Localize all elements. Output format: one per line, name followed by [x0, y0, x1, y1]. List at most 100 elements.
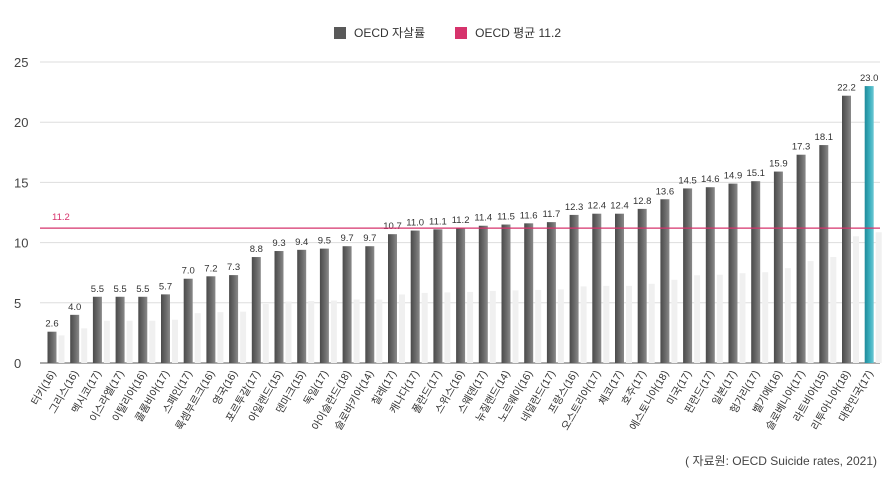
bar-shadow — [262, 304, 269, 363]
legend: OECD 자살률 OECD 평균 11.2 — [0, 24, 895, 41]
data-label: 15.1 — [746, 168, 765, 179]
legend-item-average: OECD 평균 11.2 — [455, 24, 561, 41]
data-label: 5.5 — [91, 284, 104, 295]
data-label: 14.5 — [678, 175, 697, 186]
bar-shadow — [285, 301, 292, 363]
y-tick-label: 25 — [14, 55, 28, 70]
bar — [456, 228, 466, 363]
bar — [569, 214, 579, 363]
bar-shadow — [467, 291, 474, 363]
bar — [251, 257, 261, 363]
data-label: 9.7 — [363, 233, 376, 244]
data-label: 12.3 — [565, 202, 584, 213]
bar — [683, 188, 693, 363]
bar — [319, 248, 329, 363]
bar-shadow — [330, 300, 337, 363]
bar-highlight — [864, 86, 874, 363]
data-label: 11.1 — [429, 216, 447, 227]
bar-shadow — [149, 320, 156, 363]
bar — [637, 208, 647, 363]
legend-label-series: OECD 자살률 — [353, 26, 426, 40]
bar — [410, 230, 420, 363]
data-label: 10.7 — [383, 221, 402, 232]
bar — [274, 251, 284, 363]
bar — [615, 213, 624, 363]
bar-shadow — [172, 319, 178, 363]
bar-shadow — [217, 312, 224, 363]
data-label: 15.9 — [769, 159, 788, 170]
bar-shadow — [512, 290, 519, 363]
data-label: 11.2 — [452, 215, 470, 226]
data-label: 7.2 — [204, 263, 217, 274]
data-label: 11.4 — [474, 213, 492, 224]
bar — [773, 171, 783, 363]
bar — [115, 296, 125, 363]
bar — [728, 183, 738, 363]
bar — [161, 294, 170, 363]
data-label: 14.6 — [701, 174, 720, 185]
bar — [342, 246, 352, 363]
data-label: 2.6 — [45, 319, 58, 330]
bar — [796, 154, 806, 363]
bar — [478, 225, 488, 363]
bar-shadow — [376, 299, 383, 363]
data-label: 14.9 — [724, 171, 743, 182]
bar — [660, 199, 670, 363]
legend-label-average: OECD 평균 11.2 — [475, 26, 561, 40]
average-label: 11.2 — [52, 212, 70, 223]
y-tick-label: 10 — [14, 236, 28, 251]
bar-shadow — [648, 283, 655, 363]
bar-shadow — [762, 272, 769, 363]
bar-shadow — [626, 285, 632, 363]
bar — [842, 95, 851, 363]
bar — [524, 223, 534, 363]
bar — [70, 314, 80, 363]
bar-shadow — [399, 294, 405, 363]
bar-shadow — [194, 313, 201, 363]
bar-shadow — [671, 279, 678, 363]
data-label: 11.5 — [497, 212, 515, 223]
data-label: 22.2 — [837, 83, 856, 94]
bar-shadow — [103, 320, 110, 363]
legend-swatch-average — [455, 26, 468, 39]
bar-shadow — [784, 268, 791, 363]
data-label: 9.7 — [340, 233, 353, 244]
bar — [183, 278, 193, 363]
bar-shadow — [126, 320, 133, 363]
bar — [819, 145, 829, 363]
data-label: 12.4 — [610, 201, 629, 212]
source-note: ( 자료원: OECD Suicide rates, 2021) — [685, 454, 877, 468]
bar — [297, 249, 307, 363]
bar — [433, 229, 443, 363]
bar — [501, 224, 511, 363]
data-label: 11.0 — [406, 218, 424, 229]
data-label: 11.7 — [543, 209, 561, 220]
data-label: 7.3 — [227, 262, 240, 273]
bar-shadow — [716, 274, 723, 363]
bar-shadow — [444, 292, 451, 363]
bar-shadow — [353, 299, 360, 363]
bar-shadow — [557, 289, 564, 363]
bar-shadow — [308, 301, 315, 363]
bar — [751, 181, 761, 363]
bar-shadow — [421, 292, 428, 363]
bar — [546, 222, 556, 363]
data-label: 9.5 — [318, 236, 331, 247]
data-label: 5.5 — [136, 284, 149, 295]
data-label: 12.8 — [633, 196, 652, 207]
bar — [138, 296, 148, 363]
data-label: 4.0 — [68, 302, 81, 313]
bar-shadow — [58, 335, 65, 363]
bar-shadow — [580, 286, 587, 363]
bar-shadow — [81, 328, 88, 363]
bar — [388, 234, 397, 363]
bar — [229, 275, 239, 363]
bar — [592, 213, 602, 363]
bar — [206, 276, 216, 363]
bar-shadow — [535, 289, 542, 363]
bar-shadow — [603, 285, 610, 363]
data-label: 18.1 — [815, 132, 834, 143]
y-tick-label: 5 — [14, 296, 21, 311]
